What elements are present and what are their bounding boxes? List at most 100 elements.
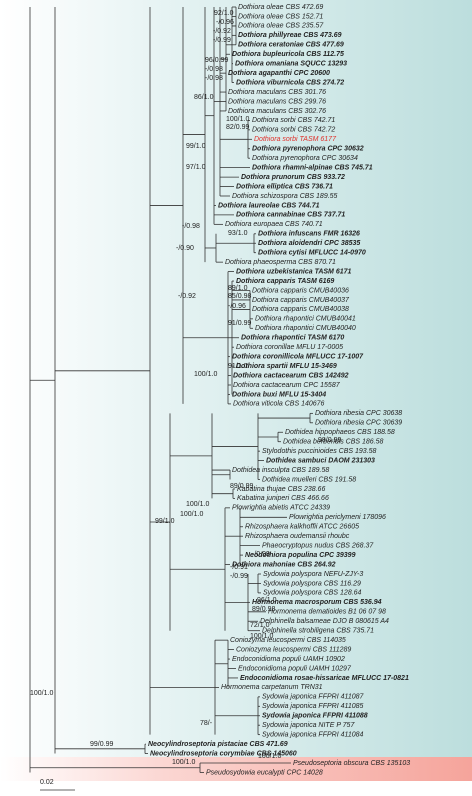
taxon-label: Stylodothis puccinioides CBS 193.58 [262, 448, 377, 455]
taxon-label: Endoconidioma populi UAMH 10297 [238, 665, 352, 672]
taxon-label: Plowrightia periclymeni 178096 [289, 514, 386, 521]
support-value: 100/1.0 [226, 116, 249, 123]
taxon-label: Neocylindroseptoria corymbiae CBS 145060 [150, 750, 297, 757]
taxon-label: Dothiora omaniana SQUCC 13293 [235, 61, 347, 68]
support-value: 89/0.99 [230, 483, 253, 490]
taxon-label: Dothiora schizospora CBS 189.55 [232, 193, 338, 200]
taxon-label: Dothiora laureolae CBS 744.71 [218, 202, 320, 209]
taxon-label: Endoconidioma rosae-hissaricae MFLUCC 17… [240, 675, 409, 682]
support-value: 100/1.0 [30, 690, 53, 697]
taxon-label: Rhizosphaera oudemansii rhoubc [245, 533, 350, 540]
support-value: 92/1.0 [214, 10, 234, 17]
taxon-label: Dothiora coronillicola MFLUCC 17-1007 [232, 353, 364, 360]
taxon-label: Dothiora ceratoniae CBS 477.69 [238, 42, 344, 49]
taxon-label: Delphinella balsameae DJO B 080615 A4 [260, 618, 389, 625]
taxon-label: Delphinella strobiligena CBS 735.71 [262, 628, 374, 635]
taxon-label: Sydowia polyspora CBS 116.29 [263, 580, 361, 587]
taxon-label: Dothiora spartii MFLU 15-3469 [236, 363, 337, 370]
taxon-label: Dothidea insculpta CBS 189.58 [232, 467, 329, 474]
taxon-label: Dothidea sambuci DAOM 231303 [266, 457, 375, 464]
support-value: 100/1.0 [258, 753, 281, 760]
taxon-label: Dothiora capparis CMUB40037 [252, 297, 350, 304]
support-value: 100/1.0 [180, 511, 203, 518]
taxon-label: Dothiora rhapontici CMUB40041 [255, 316, 356, 323]
support-value: 96/1.0 [257, 597, 277, 604]
taxon-label: Sydowia polyspora NEFU-ZJY-3 [263, 571, 363, 578]
taxon-label: Dothiora capparis CMUB40036 [252, 287, 349, 294]
support-value: 96/0.99 [205, 57, 228, 64]
taxon-label: Hormonema carpetanum TRN31 [221, 684, 323, 691]
support-value: 72/1.0 [250, 622, 270, 629]
support-value: -/0.92 [178, 293, 196, 300]
taxon-label: Dothiora capparis CMUB40038 [252, 306, 349, 313]
taxon-label: Sydowia japonica NITE P 757 [262, 722, 355, 729]
ingroup-background [0, 0, 472, 757]
taxon-label: Coniozyma leucospermi CBS 111289 [236, 646, 351, 653]
taxon-label: Rhizosphaera kalkhoffii ATCC 26605 [245, 524, 359, 531]
taxon-label: Dothiora phaeosperma CBS 870.71 [225, 259, 336, 266]
taxon-label: Dothiora agapanthi CPC 20600 [228, 70, 330, 77]
taxon-label: Dothiora sorbi CBS 742.72 [252, 127, 335, 134]
taxon-label: Dothidea hippophaeos CBS 188.58 [285, 429, 395, 436]
taxon-label: Dothiora prunorum CBS 933.72 [241, 174, 345, 181]
support-value: 91/1.0 [228, 363, 248, 370]
taxon-label: Neodothiora populina CPC 39399 [245, 552, 356, 559]
taxon-label: Dothiora europaea CBS 740.71 [225, 221, 323, 228]
taxon-label: Plowrightia abietis ATCC 24339 [232, 505, 330, 512]
support-value: -/0.98 [205, 66, 223, 73]
taxon-label: Dothiora oleae CBS 152.71 [238, 13, 323, 20]
support-value: 100/1.0 [250, 633, 273, 640]
taxon-label: Dothiora phillyreae CBS 473.69 [238, 32, 342, 39]
taxon-label: Dothiora pyrenophora CPC 30634 [252, 155, 358, 162]
support-value: 93/1.0 [228, 230, 248, 237]
taxon-label: Dothiora cactacearum CBS 142492 [233, 372, 349, 379]
support-value: 100/1.0 [186, 501, 209, 508]
taxon-label: Dothiora buxi MFLU 15-3404 [232, 391, 326, 398]
taxon-label: Dothidea berberidis CBS 186.58 [283, 439, 384, 446]
taxon-label: Dothiora cytisi MFLUCC 14-0970 [258, 250, 366, 257]
taxon-label: Dothiora viburnicola CBS 274.72 [236, 79, 344, 86]
taxon-label: Dothiora maculans CBS 302.76 [228, 108, 326, 115]
support-value: 78/- [200, 720, 213, 727]
taxon-label: Kabatina juniperi CBS 466.66 [237, 495, 329, 502]
scale-label: 0.02 [40, 779, 54, 786]
support-value: 91/0.99 [228, 320, 251, 327]
support-value: 89/1.0 [228, 285, 248, 292]
taxon-label: Dothiora rhapontici TASM 6170 [241, 335, 344, 342]
taxon-label: Hormonema macrosporum CBS 536.94 [252, 599, 382, 606]
taxon-label: Dothiora ribesia CPC 30639 [315, 420, 402, 427]
support-value: -/0.91 [230, 564, 248, 571]
taxon-label: Dothiora maculans CBS 299.76 [228, 98, 326, 105]
taxon-label: Kabatina thujae CBS 238.66 [237, 486, 325, 493]
taxon-label: Sydowia japonica FFPRI 411085 [262, 703, 364, 710]
support-value: 99/0.99 [90, 741, 113, 748]
taxon-label: Dothiora oleae CBS 235.57 [238, 23, 324, 30]
support-value: -/0.99 [252, 551, 270, 558]
support-value: 89/0.98 [252, 606, 275, 613]
taxon-label: Dothiora pyrenophora CPC 30632 [252, 146, 364, 153]
taxon-label: Dothiora capparis TASM 6169 [236, 278, 334, 285]
support-value: -/0.98 [205, 75, 223, 82]
taxon-label: Sydowia japonica FFPRI 411084 [262, 731, 364, 738]
taxon-label: Hormonema dematioides B1 06 07 98 [268, 609, 386, 616]
taxon-label: Dothiora rhamni-alpinae CBS 745.71 [252, 164, 373, 171]
taxon-label: Coniozyma leucospermi CBS 114035 [230, 637, 346, 644]
support-value: -/0.96 [216, 19, 234, 26]
support-value: 99/1.0 [186, 143, 206, 150]
taxon-label: Dothiora infuscans FMR 16326 [258, 231, 360, 238]
taxon-label: Dothiora cannabinae CBS 737.71 [236, 212, 345, 219]
taxon-label: Sydowia polyspora CBS 128.64 [263, 590, 362, 597]
taxon-label: Dothiora ribesia CPC 30638 [315, 410, 402, 417]
taxon-label: Dothiora coronillae MFLU 17-0005 [236, 344, 343, 351]
support-value: 97/1.0 [186, 164, 206, 171]
taxon-label: Dothiora elliptica CBS 736.71 [236, 183, 333, 190]
taxon-label: Phaeocryptopus nudus CBS 268.37 [262, 542, 374, 549]
taxon-label: Dothiora cactacearum CPC 15587 [233, 382, 341, 389]
taxon-label: Dothiora aloidendri CPC 38535 [258, 240, 360, 247]
taxon-label: Endoconidioma populi UAMH 10902 [232, 656, 345, 663]
taxon-label: Dothiora sorbi TASM 6177 [254, 136, 337, 143]
taxon-label: Sydowia japonica FFPRI 411087 [262, 694, 365, 701]
support-value: -/0.99 [213, 37, 231, 44]
support-value: 99/1.0 [155, 518, 175, 525]
